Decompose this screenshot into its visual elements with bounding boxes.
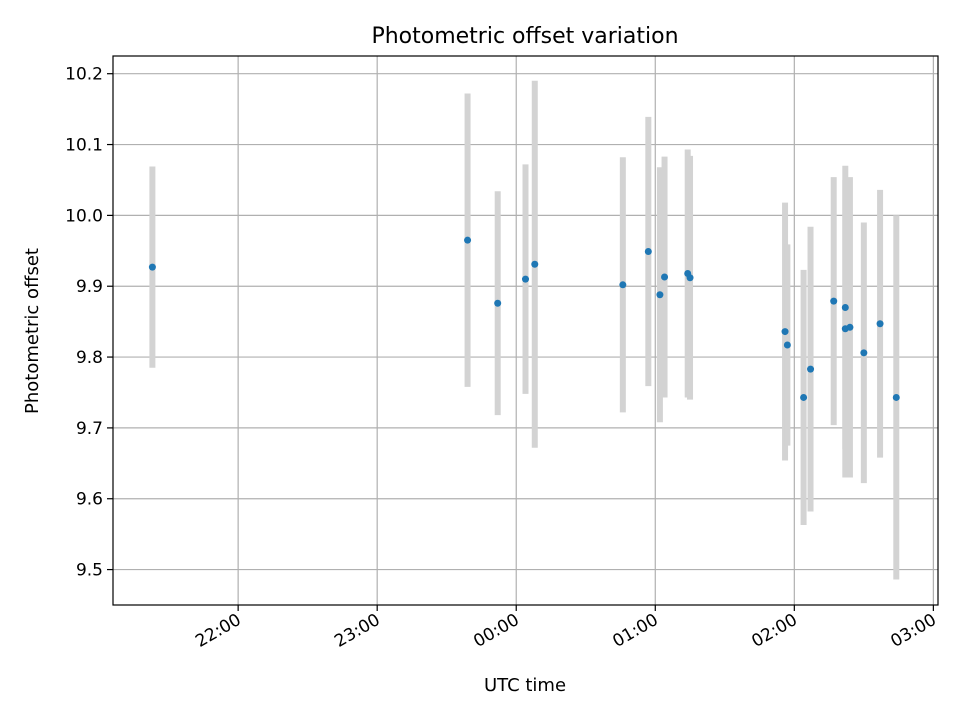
x-tick-label: 23:00 [331, 610, 383, 652]
chart-title: Photometric offset variation [371, 24, 678, 49]
data-point [464, 236, 472, 244]
data-point [494, 299, 502, 307]
data-point [148, 263, 156, 271]
x-tick-label: 01:00 [609, 610, 661, 652]
data-point [619, 281, 627, 289]
data-point [686, 274, 694, 282]
grid-layer [113, 56, 938, 605]
data-point [807, 365, 815, 373]
y-tick-label: 10.2 [65, 65, 103, 85]
x-tick-label: 00:00 [470, 610, 522, 652]
data-point [531, 260, 539, 268]
y-axis-label: Photometric offset [22, 248, 43, 414]
data-point [892, 393, 900, 401]
data-point [846, 323, 854, 331]
y-tick-label: 10.1 [65, 136, 103, 156]
data-point [860, 349, 868, 357]
x-axis-label: UTC time [484, 675, 566, 696]
data-point [661, 273, 669, 281]
data-point [522, 275, 529, 283]
data-point [876, 320, 884, 328]
data-point [800, 393, 808, 401]
y-tick-label: 9.6 [76, 490, 103, 510]
y-tick-label: 9.5 [76, 561, 103, 581]
data-point [830, 297, 838, 305]
data-point [841, 303, 849, 311]
x-tick-label: 02:00 [748, 610, 800, 652]
plot-frame [112, 55, 939, 606]
y-tick-label: 9.9 [76, 277, 103, 297]
y-tick-label: 10.0 [65, 206, 103, 226]
data-point [656, 291, 664, 299]
data-point [644, 248, 652, 256]
x-tick-label: 03:00 [887, 610, 939, 652]
data-point [783, 341, 791, 349]
x-tick-label: 22:00 [192, 610, 244, 652]
y-tick-label: 9.8 [76, 348, 103, 368]
y-tick-label: 9.7 [76, 419, 103, 439]
point-layer [148, 236, 900, 401]
data-point [781, 328, 789, 336]
